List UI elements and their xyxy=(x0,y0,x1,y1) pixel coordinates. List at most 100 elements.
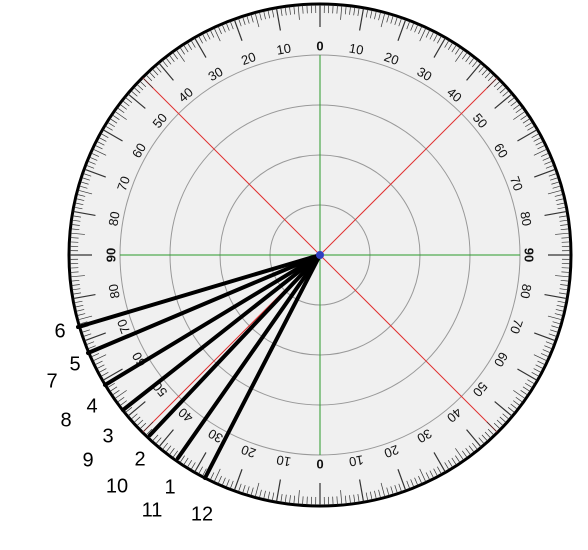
degree-tick xyxy=(169,55,175,62)
degree-tick xyxy=(425,30,430,38)
degree-tick xyxy=(74,300,83,304)
degree-tick xyxy=(357,8,360,17)
scale-labels: 0 10 2030405060708090807060504030201001020… xyxy=(103,38,536,471)
degree-tick xyxy=(425,472,430,480)
degree-tick xyxy=(73,210,96,216)
degree-tick xyxy=(390,15,394,24)
scale-label: 60 xyxy=(491,350,511,370)
degree-tick xyxy=(472,60,478,68)
degree-tick xyxy=(551,325,560,329)
degree-tick xyxy=(429,470,434,478)
degree-tick xyxy=(139,422,147,429)
degree-tick xyxy=(152,68,159,76)
tick-group xyxy=(70,5,570,505)
degree-tick xyxy=(560,284,569,286)
degree-tick xyxy=(238,483,242,492)
degree-tick xyxy=(82,177,90,181)
degree-tick xyxy=(561,237,570,239)
degree-tick xyxy=(293,495,296,504)
degree-tick xyxy=(84,332,106,342)
degree-tick xyxy=(233,19,243,41)
degree-tick xyxy=(499,87,507,94)
scale-label: 10 xyxy=(348,452,365,469)
degree-tick xyxy=(433,452,446,472)
degree-tick xyxy=(280,8,283,17)
degree-tick xyxy=(555,232,570,235)
degree-tick xyxy=(558,292,567,295)
degree-tick xyxy=(83,173,92,177)
degree-tick xyxy=(146,74,153,82)
degree-tick xyxy=(155,66,162,73)
degree-tick xyxy=(226,23,230,31)
degree-tick xyxy=(172,450,179,458)
degree-tick xyxy=(259,489,262,498)
degree-tick xyxy=(533,354,547,361)
degree-tick xyxy=(79,321,88,325)
degree-tick xyxy=(394,485,398,493)
degree-tick xyxy=(414,24,419,33)
degree-tick xyxy=(510,100,518,107)
degree-tick xyxy=(433,38,446,58)
scale-label: 80 xyxy=(105,210,122,227)
degree-tick xyxy=(112,114,120,120)
degree-tick xyxy=(217,26,222,35)
degree-tick xyxy=(493,81,501,88)
degree-tick xyxy=(97,141,105,146)
degree-tick xyxy=(267,491,271,500)
degree-tick xyxy=(250,14,254,23)
degree-tick xyxy=(513,104,520,110)
degree-tick xyxy=(95,360,103,365)
measure-lines xyxy=(76,253,322,480)
degree-tick xyxy=(554,313,563,316)
scale-label: 60 xyxy=(129,140,149,160)
degree-tick xyxy=(455,47,461,55)
degree-tick xyxy=(556,202,565,206)
degree-tick xyxy=(152,434,159,442)
degree-tick xyxy=(522,386,530,392)
degree-tick xyxy=(466,429,482,447)
degree-tick xyxy=(250,487,254,496)
degree-tick xyxy=(336,496,338,505)
degree-tick xyxy=(194,38,207,58)
scale-label: 80 xyxy=(517,210,534,227)
degree-tick xyxy=(179,47,185,55)
degree-tick xyxy=(198,36,203,44)
scale-label: 20 xyxy=(382,442,401,461)
degree-tick xyxy=(155,437,162,444)
degree-tick xyxy=(221,24,226,33)
degree-tick xyxy=(128,93,146,109)
degree-tick xyxy=(429,32,434,40)
degree-tick xyxy=(115,111,127,120)
degree-tick xyxy=(544,210,567,216)
degree-tick xyxy=(120,400,127,406)
degree-tick xyxy=(542,349,551,354)
degree-tick xyxy=(190,462,196,470)
degree-tick xyxy=(353,494,356,503)
degree-tick xyxy=(202,34,207,42)
center-dot xyxy=(316,251,324,259)
scale-label: 10 xyxy=(275,40,292,57)
degree-tick xyxy=(202,468,207,476)
degree-tick xyxy=(542,156,551,161)
degree-tick xyxy=(537,360,545,365)
measure-line xyxy=(148,253,322,437)
degree-tick xyxy=(183,457,189,465)
degree-tick xyxy=(73,215,82,218)
degree-tick xyxy=(226,479,230,487)
degree-tick xyxy=(187,460,193,468)
degree-tick xyxy=(221,477,226,486)
degree-tick xyxy=(484,431,491,439)
degree-tick xyxy=(336,5,338,14)
scale-label: 30 xyxy=(415,426,435,446)
line-label: 2 xyxy=(134,448,145,470)
degree-tick xyxy=(398,18,402,27)
degree-tick xyxy=(275,8,281,31)
degree-tick xyxy=(380,13,386,28)
degree-tick xyxy=(533,149,547,156)
degree-tick xyxy=(535,141,543,146)
degree-tick xyxy=(142,77,154,89)
degree-tick xyxy=(559,288,568,291)
scale-label: 10 xyxy=(275,452,292,469)
degree-tick xyxy=(254,13,260,28)
